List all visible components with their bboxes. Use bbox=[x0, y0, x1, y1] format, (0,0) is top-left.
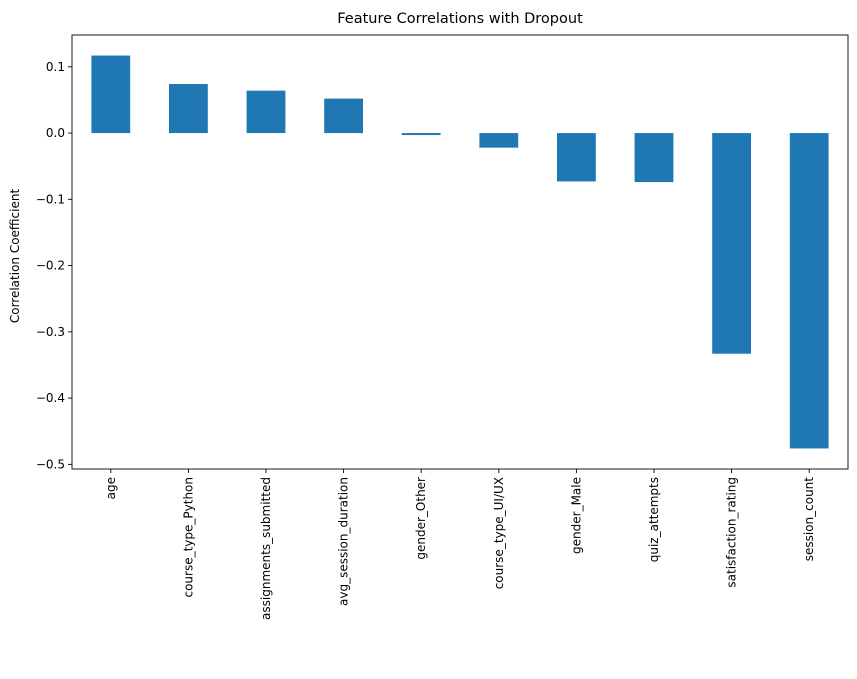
x-axis-ticks: age course_type_Python assignments_submitt… bbox=[104, 469, 816, 620]
bar-satisfaction_rating bbox=[712, 133, 751, 354]
x-tick-label: avg_session_duration bbox=[337, 477, 351, 606]
y-tick-label: −0.2 bbox=[36, 259, 65, 273]
bar-course_type_Python bbox=[169, 84, 208, 134]
y-axis-ticks: 0.1 0.0 −0.1 −0.2 −0.3 −0.4 −0.5 bbox=[36, 60, 72, 471]
bar-age bbox=[91, 55, 131, 134]
x-tick-label: session_count bbox=[802, 477, 816, 562]
x-tick-label: age bbox=[104, 477, 118, 499]
x-tick-label: quiz_attempts bbox=[647, 477, 661, 562]
bar-gender_Male bbox=[557, 133, 596, 182]
x-tick-label: gender_Male bbox=[569, 477, 583, 554]
bar-quiz_attempts bbox=[634, 133, 674, 183]
x-tick-label: course_type_UI/UX bbox=[492, 477, 506, 589]
x-tick-label: course_type_Python bbox=[181, 477, 195, 598]
x-tick-label: assignments_submitted bbox=[259, 477, 273, 620]
y-tick-label: −0.3 bbox=[36, 325, 65, 339]
y-tick-label: 0.1 bbox=[46, 60, 65, 74]
y-tick-label: −0.4 bbox=[36, 391, 65, 405]
bar-session_count bbox=[789, 133, 829, 449]
bars-group bbox=[91, 55, 829, 449]
y-tick-label: 0.0 bbox=[46, 126, 65, 140]
x-tick-label: gender_Other bbox=[414, 477, 428, 560]
bar-avg_session_duration bbox=[324, 98, 363, 134]
y-tick-label: −0.5 bbox=[36, 457, 65, 471]
bar-course_type_UI/UX bbox=[479, 133, 519, 148]
plot-frame bbox=[71, 34, 849, 470]
bar-gender_Other bbox=[401, 133, 441, 136]
chart-title: Feature Correlations with Dropout bbox=[337, 11, 583, 27]
y-axis-label: Correlation Coefficient bbox=[8, 189, 22, 324]
x-tick-label: satisfaction_rating bbox=[725, 477, 739, 588]
y-tick-label: −0.1 bbox=[36, 192, 65, 206]
bar-assignments_submitted bbox=[246, 90, 286, 134]
